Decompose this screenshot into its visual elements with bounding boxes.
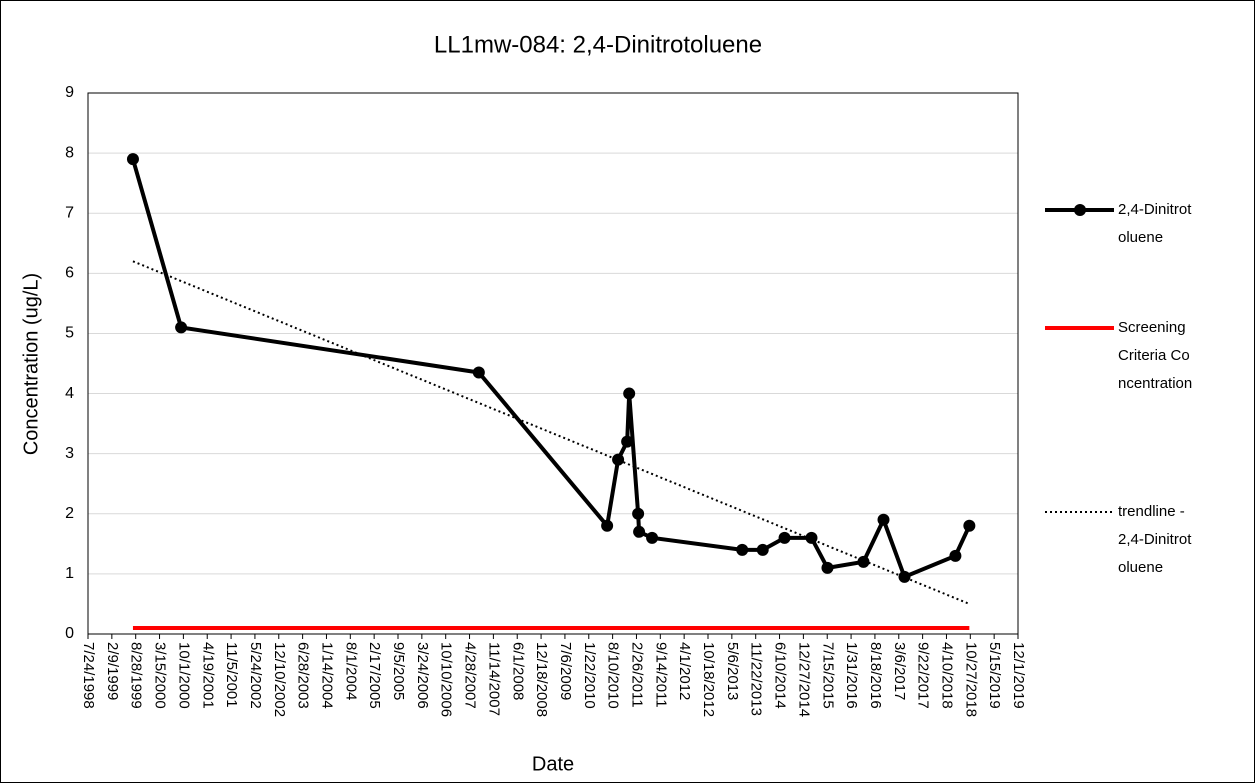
x-tick-label: 10/10/2006 [438, 642, 455, 717]
x-tick-label: 12/18/2008 [533, 642, 550, 717]
data-point [963, 519, 976, 532]
x-tick-label: 11/22/2013 [748, 642, 765, 716]
x-tick-label: 8/28/1999 [128, 642, 145, 709]
x-tick-label: 1/22/2010 [581, 642, 598, 709]
x-tick-label: 1/14/2004 [318, 642, 335, 709]
x-tick-label: 10/1/2000 [175, 642, 192, 709]
y-axis-label: Concentration (ug/L) [20, 273, 42, 455]
series-line [132, 260, 970, 605]
legend-label: 2,4-Dinitrotoluene [1118, 201, 1192, 246]
data-point [646, 531, 659, 544]
x-tick-label: 7/6/2009 [557, 642, 574, 700]
x-tick-label: 9/22/2017 [915, 642, 932, 709]
y-tick-label: 7 [65, 204, 74, 221]
data-point [857, 555, 870, 568]
data-point [175, 321, 188, 334]
data-point [898, 570, 911, 583]
x-tick-label: 9/5/2005 [390, 642, 407, 700]
x-tick-label: 11/14/2007 [485, 642, 502, 716]
y-tick-label: 1 [65, 565, 74, 582]
data-point [778, 531, 791, 544]
data-point [736, 543, 749, 556]
data-point [756, 543, 769, 556]
data-point [472, 366, 485, 379]
x-tick-label: 4/10/2018 [938, 642, 955, 709]
x-tick-label: 7/24/1998 [80, 642, 97, 709]
x-tick-label: 3/6/2017 [891, 642, 908, 700]
x-tick-label: 3/24/2006 [414, 642, 431, 709]
x-tick-label: 5/24/2002 [247, 642, 264, 709]
x-tick-label: 12/27/2014 [795, 642, 812, 717]
data-point [949, 549, 962, 562]
data-point [877, 513, 890, 526]
data-point [623, 387, 636, 400]
series-line [131, 158, 972, 580]
y-tick-label: 6 [65, 265, 74, 282]
x-tick-label: 8/1/2004 [342, 642, 359, 700]
legend-marker [1074, 204, 1086, 216]
x-tick-label: 5/15/2019 [986, 642, 1003, 709]
x-tick-label: 9/14/2011 [652, 642, 669, 708]
x-tick-label: 2/26/2011 [628, 642, 645, 708]
x-tick-label: 1/31/2016 [843, 642, 860, 709]
x-tick-label: 11/5/2001 [223, 642, 240, 708]
data-point [805, 531, 818, 544]
legend-label: Screening Criteria Concentration [1118, 319, 1193, 392]
data-point [126, 153, 139, 166]
x-tick-label: 10/27/2018 [962, 642, 979, 717]
x-tick-label: 4/28/2007 [462, 642, 479, 709]
x-tick-label: 3/15/2000 [152, 642, 169, 709]
data-point [621, 435, 634, 448]
x-axis-label: Date [532, 753, 574, 775]
x-tick-label: 8/10/2010 [605, 642, 622, 709]
chart-title: LL1mw-084: 2,4-Dinitrotoluene [434, 31, 762, 58]
x-tick-label: 8/18/2016 [867, 642, 884, 709]
x-tick-label: 4/1/2012 [676, 642, 693, 700]
x-tick-label: 2/9/1999 [104, 642, 121, 700]
x-tick-label: 2/17/2005 [366, 642, 383, 709]
y-tick-label: 5 [65, 325, 74, 342]
y-tick-label: 4 [65, 385, 74, 402]
x-tick-label: 12/1/2019 [1010, 642, 1027, 709]
x-tick-label: 5/6/2013 [724, 642, 741, 700]
data-point [612, 453, 625, 466]
legend-label: trendline - 2,4-Dinitrotoluene [1118, 503, 1192, 576]
data-point [632, 507, 645, 520]
x-tick-label: 7/15/2015 [819, 642, 836, 709]
x-tick-label: 6/10/2014 [772, 642, 789, 709]
x-tick-label: 6/28/2003 [295, 642, 312, 709]
y-tick-label: 2 [65, 505, 74, 522]
x-tick-label: 6/1/2008 [509, 642, 526, 700]
plot-border [87, 92, 1019, 635]
x-tick-label: 10/18/2012 [700, 642, 717, 717]
y-tick-label: 0 [65, 625, 74, 642]
y-tick-label: 9 [65, 84, 74, 101]
y-tick-label: 3 [65, 445, 74, 462]
x-tick-label: 12/10/2002 [271, 642, 288, 717]
y-tick-label: 8 [65, 144, 74, 161]
x-tick-label: 4/19/2001 [199, 642, 216, 709]
data-point [601, 519, 614, 532]
data-point [633, 525, 646, 538]
data-point [821, 561, 834, 574]
